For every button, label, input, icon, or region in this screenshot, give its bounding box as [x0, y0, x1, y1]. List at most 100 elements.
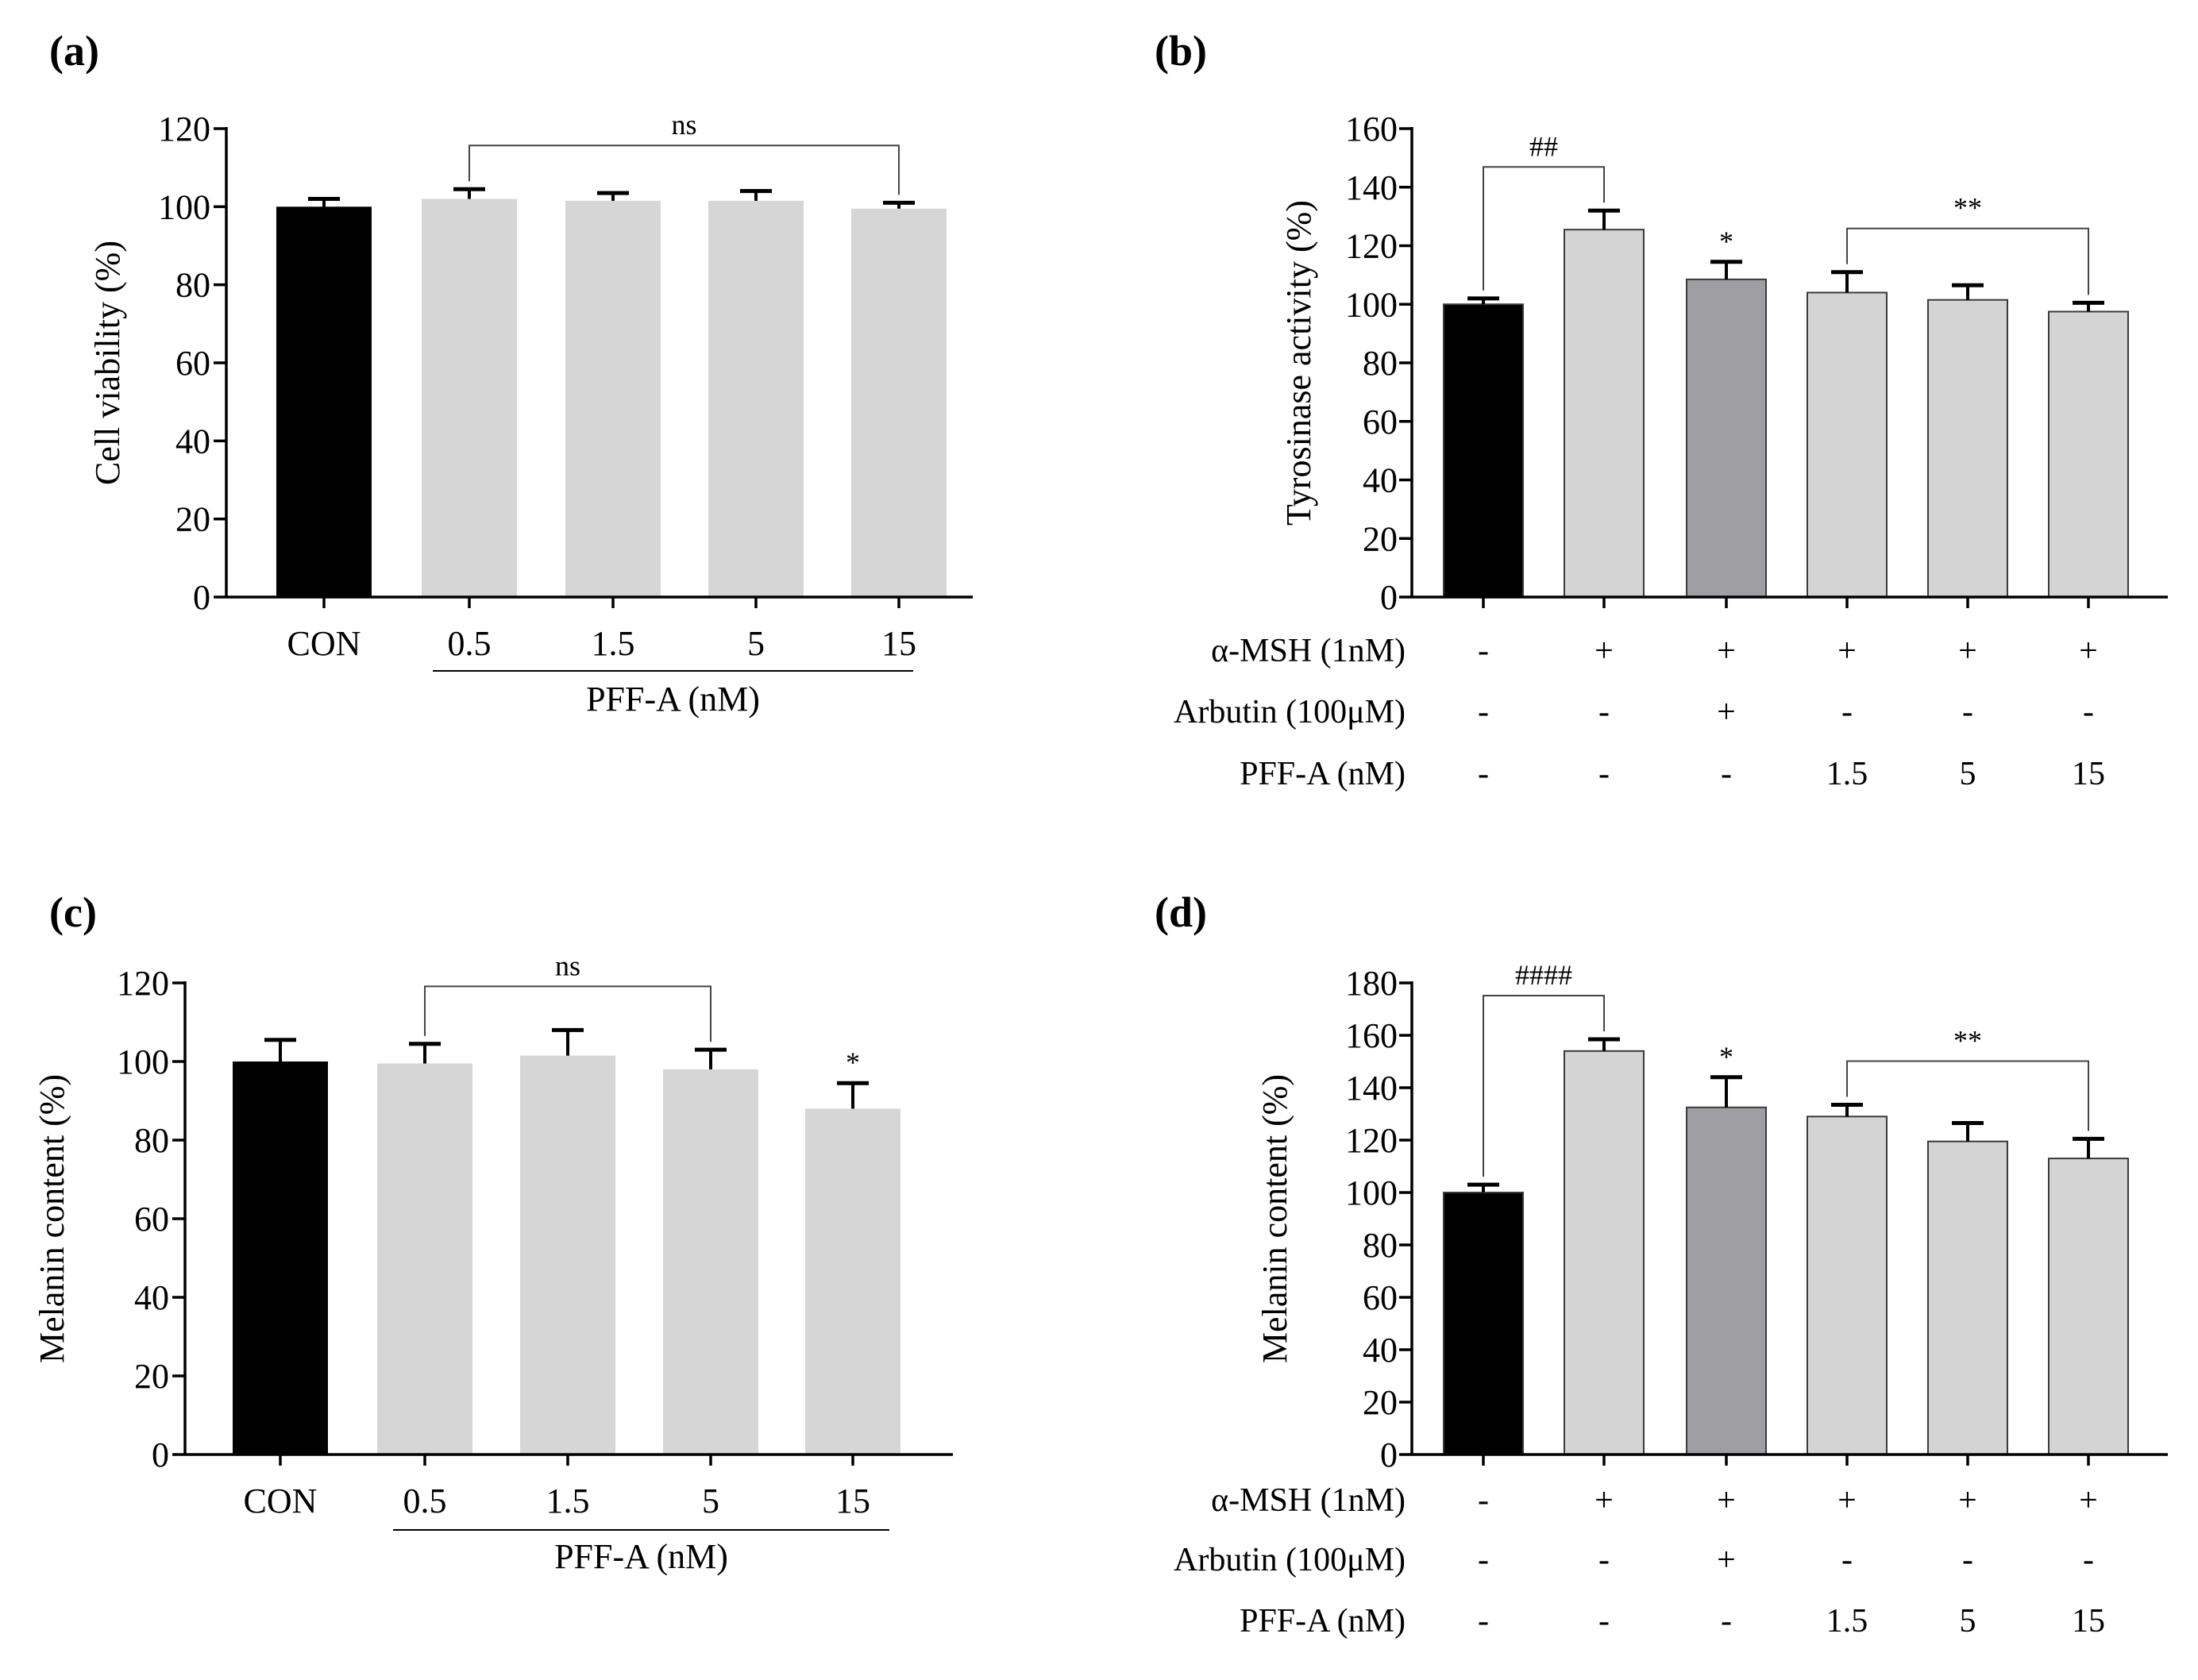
significance-label: **: [1953, 1024, 1982, 1056]
bar-0: [1443, 1192, 1524, 1455]
y-tick-label: 40: [1363, 461, 1398, 500]
significance-label: ns: [671, 109, 696, 141]
significance-bracket: [424, 985, 711, 1042]
bar-2: [1686, 278, 1767, 598]
y-tick-label: 140: [1345, 168, 1398, 207]
x-category-label: CON: [244, 1482, 318, 1520]
y-tick-label: 140: [1345, 1069, 1398, 1108]
treatment-cell: +: [1717, 1542, 1736, 1578]
y-tick-label: 180: [1345, 964, 1398, 1003]
treatment-cell: -: [1841, 1542, 1853, 1578]
treatment-cell: 5: [1960, 1603, 1976, 1640]
bar-5: [2048, 1158, 2129, 1455]
y-axis-label: Melanin content (%): [33, 1074, 71, 1363]
treatment-cell: -: [1478, 756, 1489, 792]
x-category-label: 15: [881, 624, 916, 663]
treatment-cell: 1.5: [1826, 1603, 1868, 1640]
treatment-cell: -: [1478, 694, 1489, 730]
y-tick-label: 120: [117, 964, 169, 1003]
treatment-cell: -: [1598, 756, 1610, 792]
group-label: PFF-A (nM): [554, 1537, 728, 1576]
treatment-cell: -: [1478, 1603, 1489, 1640]
bar-2: [565, 200, 661, 598]
y-tick-label: 160: [1345, 1016, 1398, 1055]
treatment-cell: 5: [1960, 756, 1976, 792]
x-category-label: 0.5: [448, 624, 492, 663]
treatment-cell: -: [2083, 1542, 2094, 1578]
y-tick-label: 60: [1363, 1278, 1398, 1317]
treatment-cell: +: [1837, 1482, 1857, 1519]
y-tick-label: 80: [134, 1121, 169, 1160]
treatment-cell: +: [2079, 1482, 2098, 1519]
y-tick-label: 100: [1345, 1173, 1398, 1212]
y-axis-label: Cell viability (%): [88, 241, 127, 485]
bar-4: [1927, 299, 2008, 598]
bar-1: [377, 1063, 472, 1455]
panel-a-plot: 0 20 40 60 80 100 120 Cell viability (%) CON 0.5 1…: [88, 109, 973, 719]
y-tick-label: 100: [158, 187, 210, 226]
y-tick-label: 0: [1380, 1435, 1398, 1474]
treatment-row-label: α-MSH (1nM): [1211, 1482, 1406, 1519]
y-axis-label: Tyrosinase activity (%): [1279, 200, 1318, 526]
y-tick-label: 120: [1345, 227, 1398, 266]
panel-a-label: (a): [49, 27, 99, 75]
treatment-row-label: Arbutin (100μM): [1174, 1542, 1406, 1578]
panel-b-plot: 0 20 40 60 80 100 120 140 160 Tyrosinase activity…: [1174, 110, 2168, 792]
bar-3: [663, 1069, 758, 1455]
treatment-row-label: Arbutin (100μM): [1174, 694, 1406, 730]
significance-label: ####: [1515, 959, 1572, 991]
y-tick-label: 120: [158, 110, 210, 148]
bar-0: [233, 1062, 328, 1455]
bar-1: [1564, 1050, 1645, 1456]
bar-0: [276, 206, 372, 597]
y-tick-label: 160: [1345, 110, 1398, 148]
y-tick-label: 80: [175, 266, 210, 305]
y-tick-label: 80: [1363, 1226, 1398, 1265]
y-tick-label: 100: [1345, 285, 1398, 324]
treatment-cell: +: [1958, 633, 1977, 669]
y-tick-label: 120: [1345, 1121, 1398, 1160]
x-category-label: 15: [835, 1482, 870, 1520]
significance-star: *: [1719, 1041, 1733, 1073]
x-category-label: CON: [287, 624, 361, 663]
treatment-cell: +: [1837, 633, 1857, 669]
y-axis-label: Melanin content (%): [1255, 1074, 1294, 1363]
treatment-cell: -: [1478, 1482, 1489, 1519]
treatment-cell: 15: [2072, 1603, 2105, 1640]
treatment-cell: +: [1595, 633, 1614, 669]
significance-star: *: [846, 1046, 860, 1078]
bar-2: [1686, 1106, 1767, 1455]
x-category-label: 5: [747, 624, 765, 663]
treatment-cell: -: [1721, 1603, 1732, 1640]
treatment-cell: +: [2079, 633, 2098, 669]
y-tick-label: 20: [1363, 519, 1398, 558]
significance-bracket: [1846, 227, 2089, 295]
significance-bracket: [469, 144, 900, 195]
panel-b-label: (b): [1155, 27, 1207, 75]
y-tick-label: 0: [193, 578, 210, 617]
treatment-cell: -: [1841, 694, 1853, 730]
bar-3: [708, 200, 804, 598]
bar-3: [1807, 291, 1888, 598]
treatment-row-label: PFF-A (nM): [1240, 1603, 1406, 1640]
x-category-label: 0.5: [403, 1482, 447, 1520]
y-tick-label: 20: [175, 500, 210, 539]
treatment-row-label: PFF-A (nM): [1240, 756, 1406, 792]
y-tick-label: 80: [1363, 344, 1398, 383]
treatment-cell: +: [1958, 1482, 1977, 1519]
x-category-label: 1.5: [592, 624, 635, 663]
panel-c: (c) 0 20 40 60 80 100 120 Melanin content (%) CO…: [33, 888, 953, 1576]
y-tick-label: 40: [1363, 1331, 1398, 1370]
treatment-cell: -: [1478, 1542, 1489, 1578]
panel-b: (b) 0 20 40 60 80 100 120 140 160 Tyrosinase acti…: [1155, 27, 2168, 792]
bar-2: [520, 1055, 615, 1455]
treatment-cell: +: [1717, 633, 1736, 669]
treatment-cell: +: [1595, 1482, 1614, 1519]
significance-bracket: [1483, 166, 1605, 291]
x-category-label: 1.5: [546, 1482, 590, 1520]
panel-c-plot: 0 20 40 60 80 100 120 Melanin content (%) CON 0.5…: [33, 950, 953, 1576]
treatment-cell: 1.5: [1826, 756, 1868, 792]
bar-4: [805, 1108, 900, 1455]
treatment-cell: 15: [2072, 756, 2105, 792]
